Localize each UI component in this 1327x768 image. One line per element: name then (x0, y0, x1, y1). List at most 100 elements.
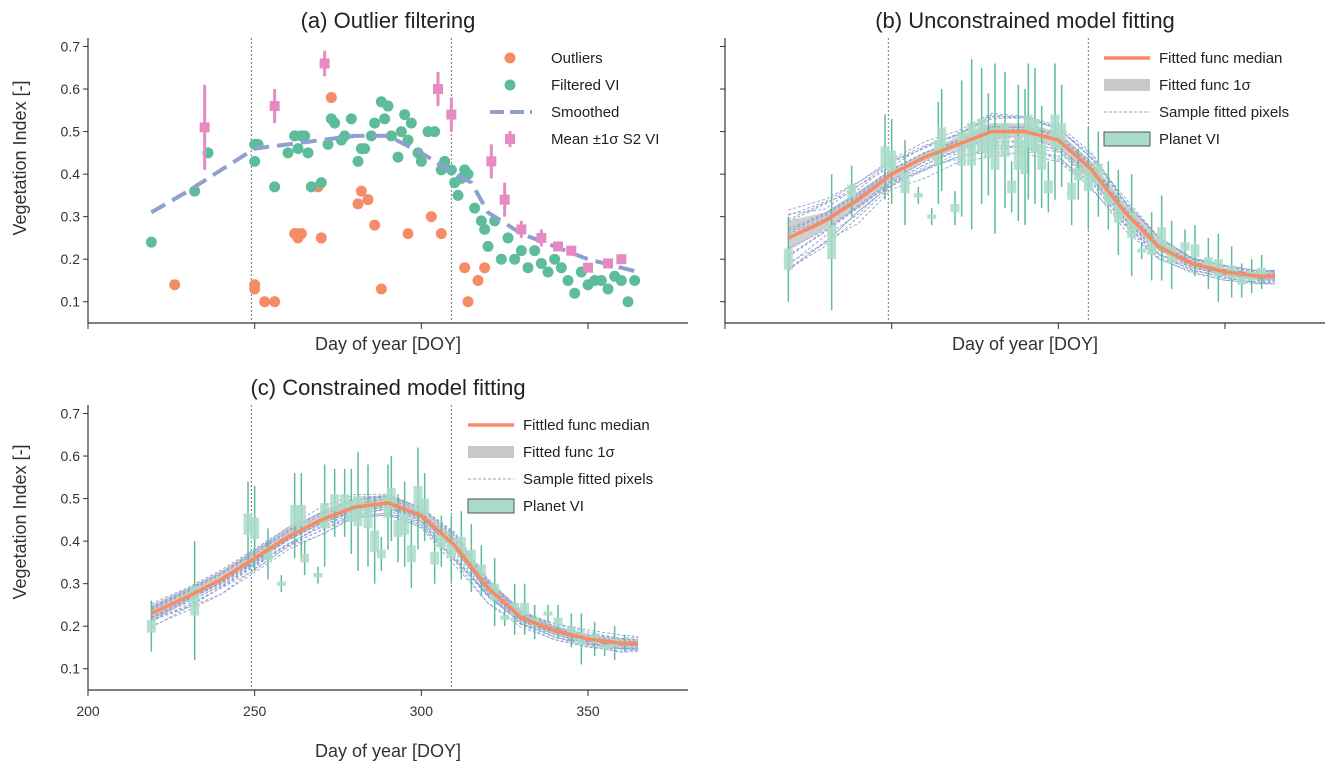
s2-mean-marker (486, 156, 497, 167)
panel-c-ylabel: Vegetation Index [-] (10, 444, 30, 599)
legend-marker (504, 52, 516, 64)
legend-marker (468, 446, 514, 458)
planet-vi-box (1057, 123, 1067, 149)
outlier-point (362, 194, 374, 206)
planet-vi-box (1203, 257, 1213, 270)
legend-marker (1104, 79, 1150, 91)
filtered-vi-point (315, 177, 327, 189)
outlier-point (375, 283, 387, 295)
filtered-vi-point (282, 147, 294, 159)
filtered-vi-point (379, 113, 391, 125)
planet-vi-box (927, 214, 937, 219)
planet-vi-box (913, 193, 923, 198)
y-tick-label: 0.1 (61, 661, 81, 677)
y-tick-label: 0.6 (61, 81, 81, 97)
s2-mean-marker (319, 58, 330, 69)
s2-mean-marker (446, 109, 457, 120)
filtered-vi-point (299, 130, 311, 142)
filtered-vi-point (522, 262, 534, 274)
filtered-vi-point (509, 253, 521, 265)
filtered-vi-point (562, 274, 574, 286)
legend-label: Planet VI (523, 498, 584, 515)
filtered-vi-point (392, 151, 404, 163)
planet-vi-box (1113, 201, 1123, 224)
filtered-vi-point (535, 257, 547, 269)
outlier-point (352, 198, 364, 210)
planet-vi-box (1103, 186, 1113, 204)
filtered-vi-point (365, 130, 377, 142)
y-tick-label: 0.3 (61, 576, 81, 592)
planet-vi-box (370, 530, 380, 552)
planet-vi-box (600, 645, 610, 650)
filtered-vi-point (415, 155, 427, 167)
planet-vi-box (1073, 167, 1083, 181)
planet-vi-box (476, 564, 486, 578)
planet-vi-box (1157, 227, 1167, 249)
filtered-vi-point (385, 130, 397, 142)
sample-fitted-pixel-line (788, 126, 1276, 275)
legend-label: Fitted func median (1159, 50, 1282, 67)
y-tick-label: 0.7 (61, 406, 81, 422)
legend-label: Sample fitted pixels (1159, 104, 1289, 121)
filtered-vi-point (482, 240, 494, 252)
planet-vi-box (500, 615, 510, 620)
y-tick-label: 0.7 (61, 39, 81, 55)
outlier-point (472, 274, 484, 286)
filtered-vi-point (602, 283, 614, 295)
outlier-point (435, 228, 447, 240)
planet-vi-box (1020, 140, 1030, 175)
filtered-vi-point (515, 245, 527, 257)
planet-vi-box (510, 602, 520, 616)
planet-vi-box (250, 517, 260, 539)
panel-a-title: (a) Outlier filtering (301, 8, 476, 33)
filtered-vi-point (339, 130, 351, 142)
planet-vi-box (887, 150, 897, 172)
outlier-point (325, 92, 337, 104)
planet-vi-box (543, 611, 553, 616)
filtered-vi-point (569, 287, 581, 299)
filtered-vi-point (382, 100, 394, 112)
planet-vi-box (386, 487, 396, 510)
panel-c-constrained-fitting: (c) Constrained model fitting Day of yea… (10, 375, 688, 761)
y-tick-label: 0.3 (61, 209, 81, 225)
sample-fitted-pixel-line (788, 115, 1276, 272)
filtered-vi-point (189, 185, 201, 197)
filtered-vi-point (452, 189, 464, 201)
filtered-vi-point (622, 296, 634, 308)
planet-vi-box (263, 547, 273, 561)
filtered-vi-point (555, 262, 567, 274)
y-tick-label: 0.5 (61, 491, 81, 507)
y-tick-label: 0.2 (61, 618, 81, 634)
planet-vi-box (296, 504, 306, 527)
filtered-vi-point (542, 266, 554, 278)
planet-vi-box (957, 131, 967, 166)
planet-vi-box (300, 553, 310, 563)
y-tick-label: 0.2 (61, 251, 81, 267)
s2-mean-marker (433, 84, 443, 95)
outlier-point (169, 279, 181, 291)
outlier-point (259, 296, 271, 308)
smoothed-line (150, 133, 639, 274)
filtered-vi-point (345, 113, 357, 125)
legend-marker (504, 79, 516, 91)
panel-a-ylabel: Vegetation Index [-] (10, 80, 30, 235)
filtered-vi-point (395, 126, 407, 138)
filtered-vi-point (429, 126, 441, 138)
planet-vi-box (363, 502, 373, 529)
filtered-vi-point (462, 168, 474, 180)
planet-vi-box (1083, 165, 1093, 192)
filtered-vi-point (405, 117, 417, 129)
outlier-point (355, 185, 367, 197)
planet-vi-box (320, 502, 330, 529)
outlier-point (269, 296, 281, 308)
planet-vi-box (1237, 276, 1247, 285)
filtered-vi-point (529, 245, 541, 257)
s2-mean-marker (199, 122, 210, 133)
planet-vi-box (290, 504, 300, 527)
planet-vi-box (353, 496, 363, 527)
outlier-point (369, 219, 381, 231)
x-tick-label: 200 (76, 703, 100, 719)
legend-label: Planet VI (1159, 131, 1220, 148)
filtered-vi-point (615, 274, 627, 286)
planet-vi-box (413, 485, 423, 512)
